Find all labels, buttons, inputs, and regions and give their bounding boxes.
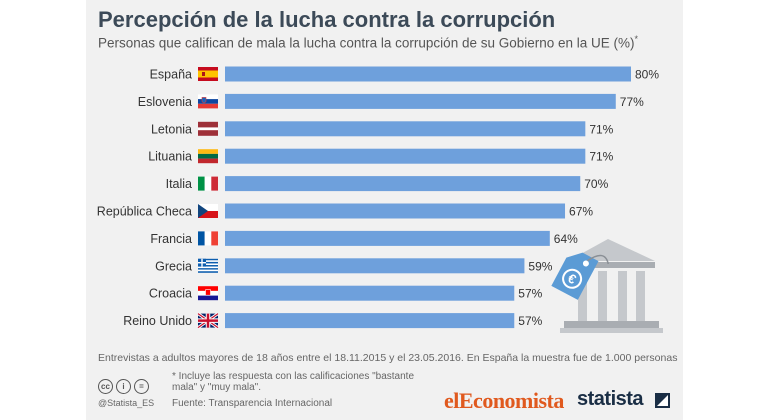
slovenia-flag-icon — [198, 94, 218, 109]
category-label: Italia — [166, 177, 192, 191]
value-label: 80% — [635, 68, 659, 82]
category-label: Francia — [150, 232, 192, 246]
license-icons: cc i = — [98, 379, 149, 394]
cc-icon: cc — [98, 379, 113, 394]
value-label: 70% — [584, 177, 608, 191]
eleconomista-logo: elEconomista — [444, 388, 564, 413]
subtitle-mark: * — [634, 34, 639, 44]
no-derivatives-icon: = — [134, 379, 149, 394]
value-label: 64% — [554, 232, 578, 246]
croatia-flag-icon — [198, 286, 218, 301]
value-label: 77% — [620, 95, 644, 109]
bar-9 — [225, 285, 515, 301]
latvia-flag-icon — [198, 121, 218, 136]
chart-subtitle: Personas que califican de mala la lucha … — [98, 34, 638, 51]
italy-flag-icon — [198, 176, 218, 191]
value-label: 71% — [589, 122, 613, 136]
source: Fuente: Transparencia Internacional — [172, 398, 333, 409]
bar-2 — [225, 93, 616, 109]
category-label: Reino Unido — [123, 314, 192, 328]
value-label: 67% — [569, 205, 593, 219]
footnote: * Incluye las respuesta con las califica… — [172, 371, 415, 393]
bar-5 — [225, 176, 581, 192]
category-label: Eslovenia — [138, 95, 192, 109]
spain-flag-icon — [198, 67, 218, 81]
uk-flag-icon — [197, 312, 219, 329]
category-label: Grecia — [155, 259, 192, 273]
twitter-handle: @Statista_ES — [98, 398, 155, 408]
value-label: 57% — [518, 287, 542, 301]
category-label: Letonia — [151, 122, 192, 136]
bar-6 — [225, 203, 566, 219]
czech-flag-icon — [198, 204, 218, 218]
subtitle-text: Personas que califican de mala la lucha … — [98, 35, 635, 51]
value-label: 57% — [518, 314, 542, 328]
category-label: República Checa — [97, 205, 192, 219]
bar-1 — [225, 66, 631, 82]
bar-8 — [225, 258, 525, 274]
statista-logo: statista — [577, 388, 644, 410]
category-label: Croacia — [149, 287, 192, 301]
value-label: 71% — [589, 150, 613, 164]
bar-3 — [225, 121, 586, 137]
bank-illustration-icon: € — [551, 239, 663, 333]
greece-flag-icon — [198, 258, 218, 273]
survey-note: Entrevistas a adultos mayores de 18 años… — [98, 352, 678, 364]
bar-4 — [225, 148, 586, 164]
bar-7 — [225, 230, 550, 246]
bar-10 — [225, 313, 515, 329]
statista-mark-icon — [655, 393, 670, 408]
chart-title: Percepción de la lucha contra la corrupc… — [98, 7, 556, 32]
attribution-icon: i — [116, 379, 131, 394]
value-label: 59% — [528, 259, 552, 273]
france-flag-icon — [198, 231, 218, 246]
category-label: Lituania — [148, 150, 192, 164]
lithuania-flag-icon — [198, 149, 218, 164]
category-label: España — [150, 68, 192, 82]
